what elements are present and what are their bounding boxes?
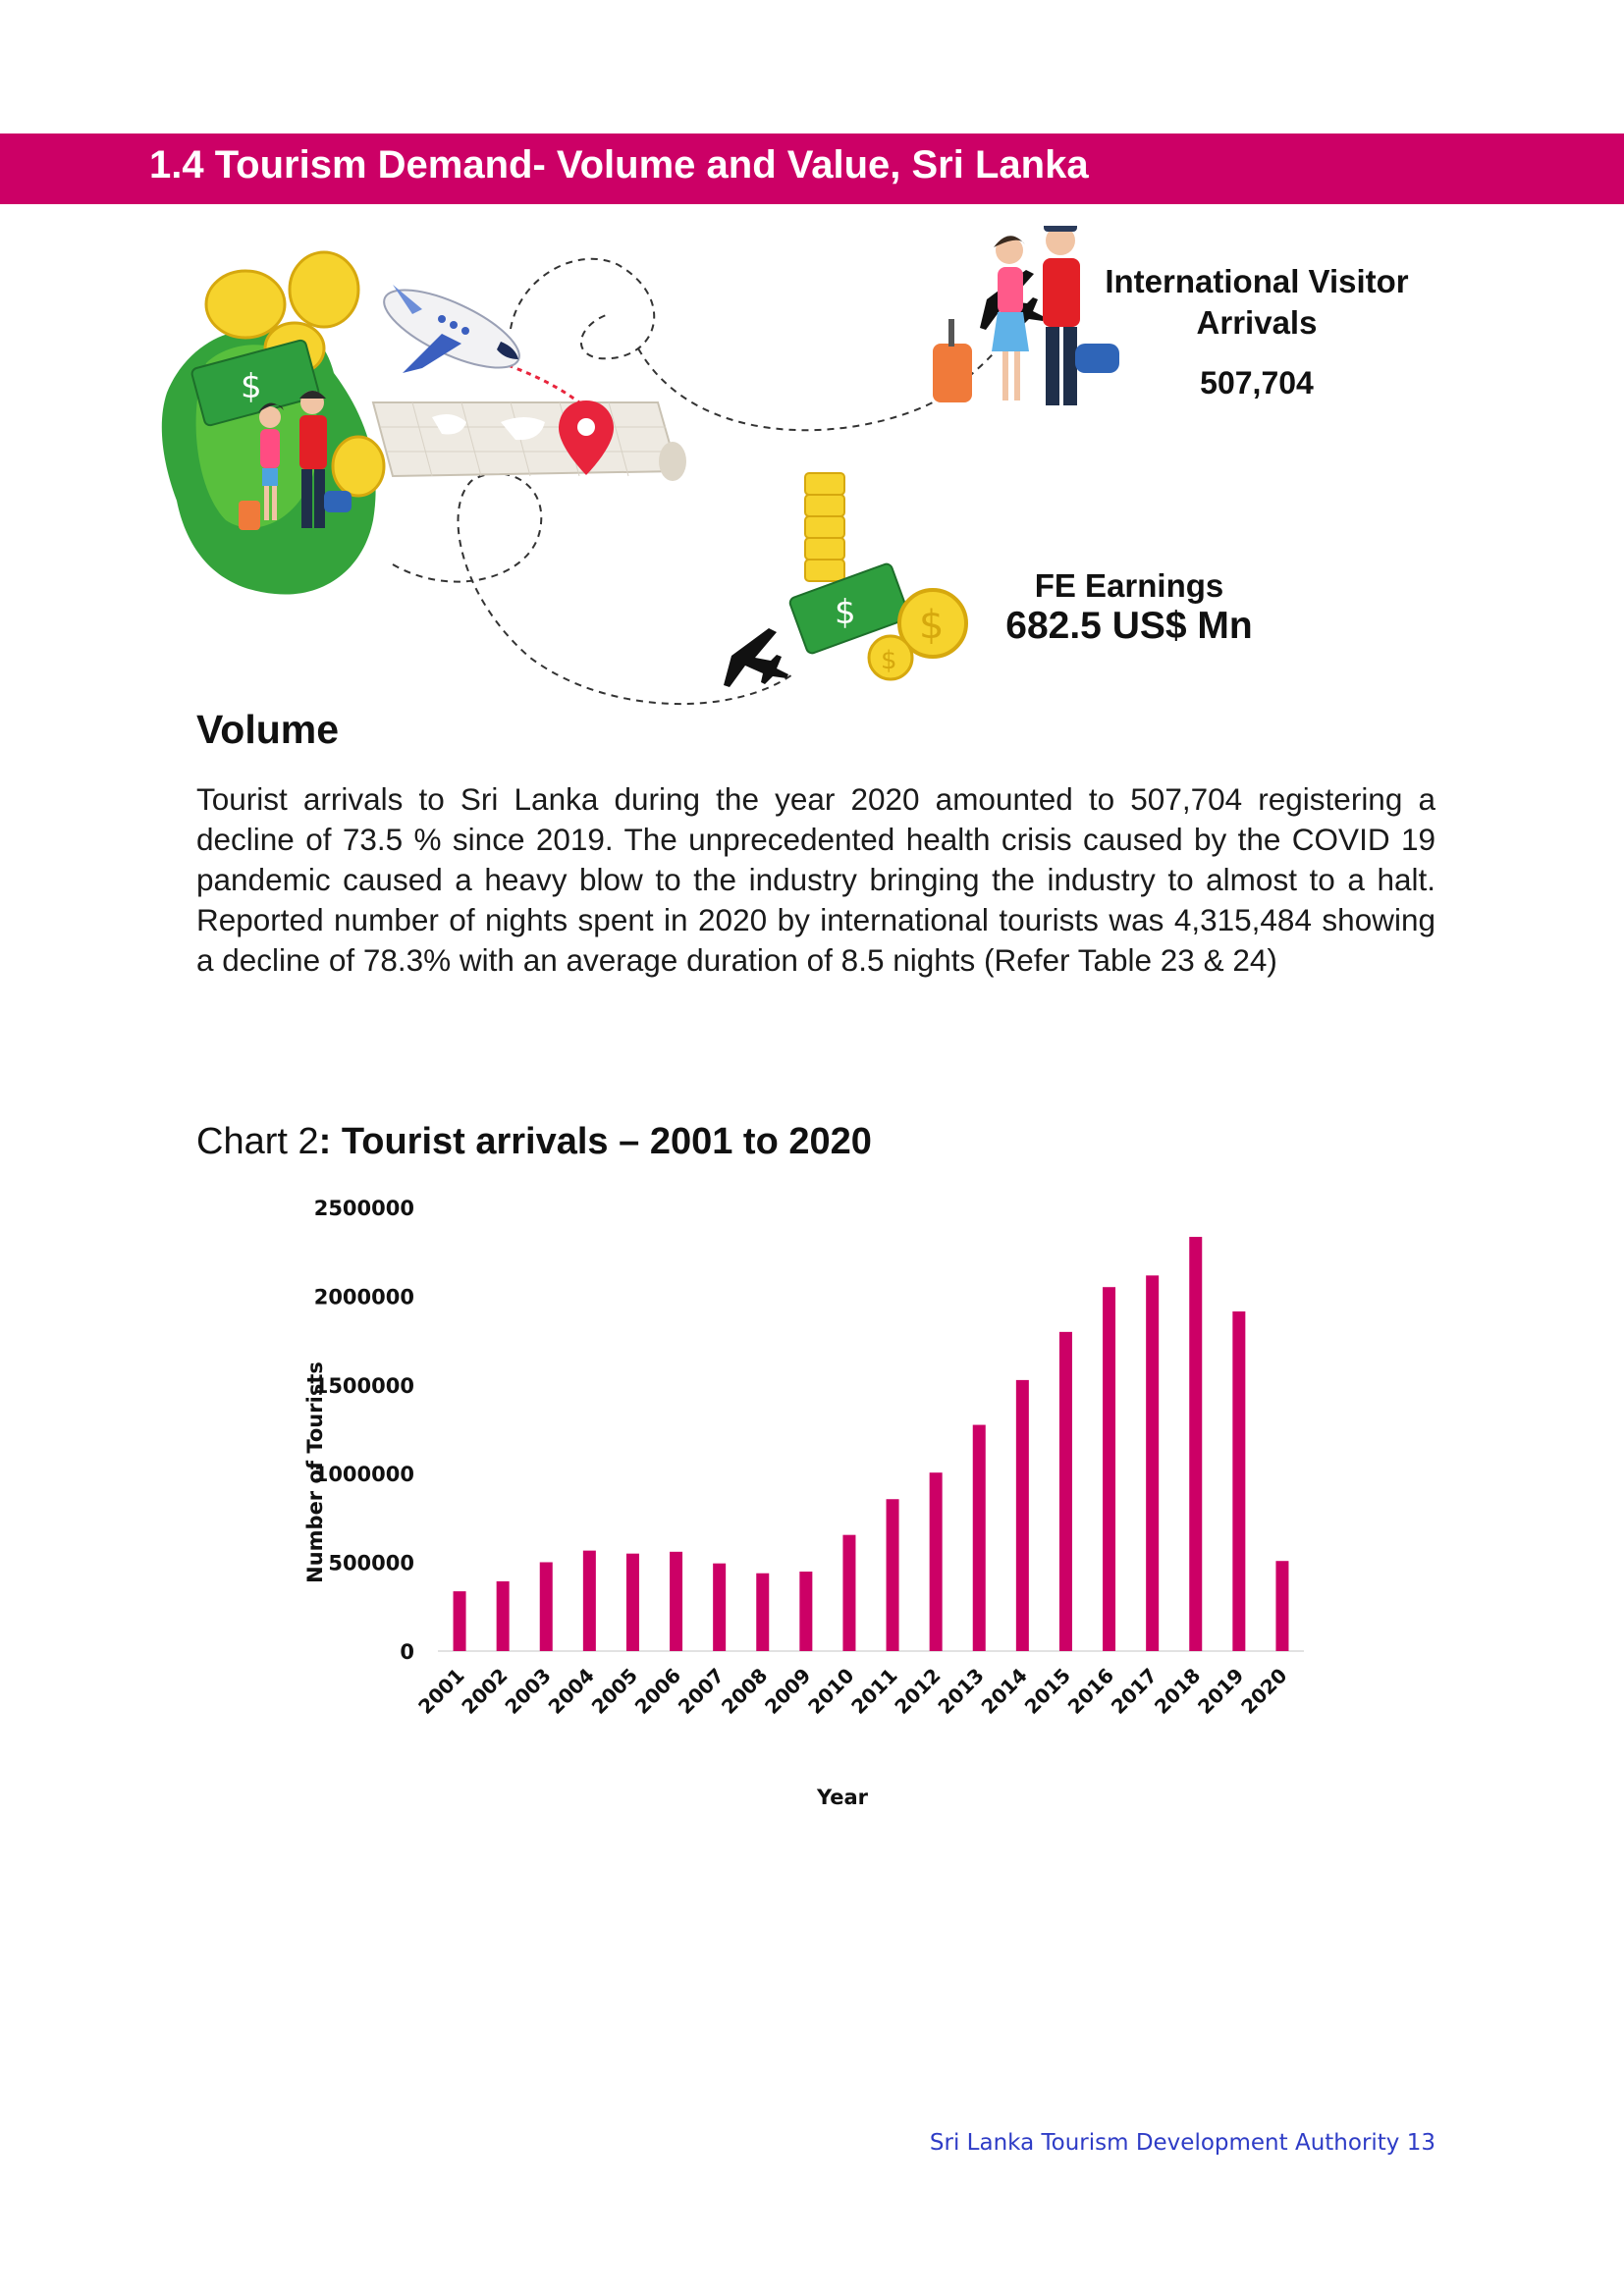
svg-text:$: $ [835, 593, 856, 632]
x-tick-label: 2011 [846, 1664, 901, 1719]
x-tick-label: 2002 [457, 1664, 512, 1719]
x-tick-label: 2004 [544, 1664, 599, 1719]
svg-text:$: $ [881, 646, 897, 675]
bar-2002 [496, 1580, 510, 1651]
x-tick-label: 2013 [933, 1664, 988, 1719]
x-tick-label: 2017 [1107, 1664, 1162, 1719]
dashed-flight-path [510, 257, 656, 360]
x-tick-label: 2020 [1236, 1664, 1291, 1719]
y-tick-label: 1000000 [314, 1463, 414, 1486]
x-tick-label: 2001 [413, 1664, 468, 1719]
y-tick-label: 500000 [328, 1552, 414, 1575]
travelers-icon [933, 226, 1119, 405]
travelers-icon [239, 391, 352, 530]
bar-2015 [1058, 1331, 1072, 1651]
chart-caption-title: : Tourist arrivals – 2001 to 2020 [318, 1121, 872, 1162]
location-pin-icon [559, 400, 614, 475]
x-tick-label: 2015 [1020, 1664, 1075, 1719]
x-tick-label: 2016 [1063, 1664, 1118, 1719]
svg-text:$: $ [241, 367, 262, 406]
bar-2017 [1146, 1275, 1160, 1651]
x-tick-label: 2003 [500, 1664, 555, 1719]
bar-2016 [1103, 1287, 1116, 1651]
bar-2007 [713, 1563, 727, 1651]
y-tick-label: 0 [400, 1640, 414, 1664]
bar-2019 [1232, 1311, 1246, 1651]
bar-2004 [582, 1550, 596, 1651]
money-icon: $ $ $ [788, 472, 968, 681]
footer-text: Sri Lanka Tourism Development Authority … [929, 2130, 1435, 2156]
dashed-flight-path [392, 472, 796, 706]
x-tick-label: 2010 [803, 1664, 858, 1719]
y-tick-label: 1500000 [314, 1374, 414, 1398]
bar-2003 [539, 1562, 553, 1651]
x-tick-label: 2005 [587, 1664, 642, 1719]
bar-2008 [756, 1573, 770, 1651]
x-tick-label: 2018 [1150, 1664, 1205, 1719]
arrivals-value: 507,704 [1200, 365, 1314, 400]
y-tick-label: 2500000 [314, 1197, 414, 1220]
bar-2013 [972, 1424, 986, 1651]
x-tick-label: 2009 [760, 1664, 815, 1719]
world-map-icon [371, 401, 686, 481]
bar-2010 [842, 1534, 856, 1651]
x-tick-label: 2012 [890, 1664, 945, 1719]
airplane-icon [724, 270, 1045, 687]
bar-2005 [625, 1553, 639, 1651]
bar-2012 [929, 1472, 943, 1651]
svg-text:$: $ [919, 603, 944, 648]
x-tick-label: 2006 [630, 1664, 685, 1719]
x-tick-label: 2008 [717, 1664, 772, 1719]
y-axis-label: Number of Tourists [303, 1362, 327, 1583]
section-title: 1.4 Tourism Demand- Volume and Value, Sr… [149, 143, 1089, 187]
bar-2011 [886, 1499, 899, 1651]
chart-caption: Chart 2: Tourist arrivals – 2001 to 2020 [196, 1121, 872, 1163]
bar-2020 [1275, 1561, 1289, 1651]
earnings-label: FE Earnings [1034, 567, 1224, 604]
coins-icon: $ [190, 250, 386, 498]
tourism-infographic: $ $ $ $ [161, 226, 1119, 706]
arrivals-label: International Visitor Arrivals [1105, 263, 1409, 341]
bar-2006 [670, 1551, 683, 1651]
x-tick-label: 2007 [674, 1664, 729, 1719]
earnings-value: 682.5 US$ Mn [1005, 605, 1253, 647]
y-tick-label: 2000000 [314, 1285, 414, 1308]
x-tick-label: 2019 [1193, 1664, 1248, 1719]
volume-paragraph: Tourist arrivals to Sri Lanka during the… [196, 781, 1435, 978]
volume-heading: Volume [196, 707, 340, 752]
bar-2009 [799, 1572, 813, 1651]
section-banner: 1.4 Tourism Demand- Volume and Value, Sr… [0, 133, 1624, 204]
bar-2014 [1015, 1379, 1029, 1651]
airplane-icon [383, 285, 520, 373]
bar-2018 [1189, 1237, 1203, 1651]
x-tick-label: 2014 [977, 1664, 1032, 1719]
x-axis-label: Year [816, 1786, 869, 1809]
bar-2001 [453, 1591, 466, 1651]
chart-caption-prefix: Chart 2 [196, 1121, 319, 1162]
